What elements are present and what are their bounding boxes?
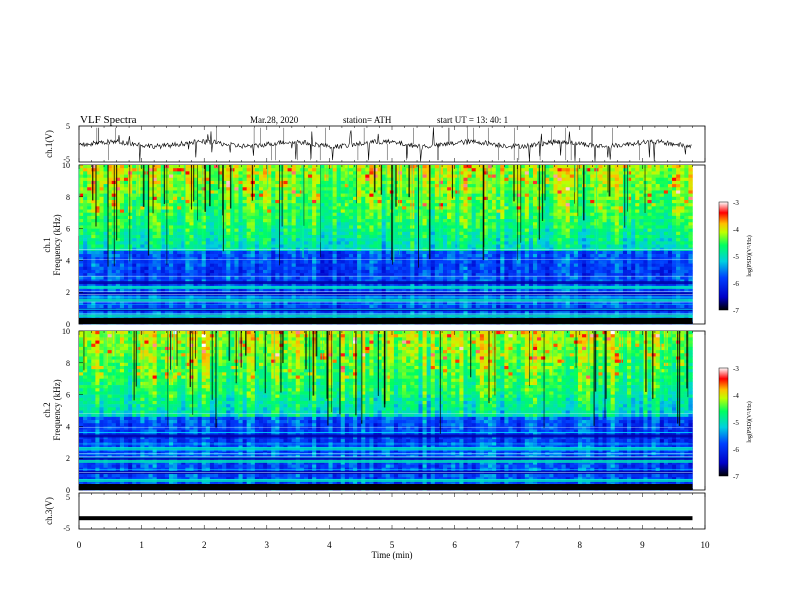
ch3-waveform-line xyxy=(79,516,693,521)
spectral-band-line xyxy=(79,285,693,289)
spectral-band-line xyxy=(79,447,693,451)
ch3-ytick-neg5: -5 xyxy=(63,524,70,533)
date-label: Mar.28, 2020 xyxy=(250,115,299,125)
ch2-ylabel-freq: Frequency (kHz) xyxy=(52,379,62,440)
ch1-waveform-line xyxy=(78,127,692,162)
spectral-band-line xyxy=(79,292,693,296)
ch2-spectrogram-image xyxy=(79,331,693,491)
colorbar-tick--6: -6 xyxy=(733,446,739,454)
ch1-ylabel-ch: ch.1 xyxy=(42,237,52,252)
colorbar-tick--4: -4 xyxy=(733,226,739,234)
y-tick-label-0: 0 xyxy=(66,486,70,495)
spectral-band-line xyxy=(79,298,693,302)
colorbar-tick--5: -5 xyxy=(733,253,739,261)
ch1-colorbar xyxy=(718,201,729,311)
spectral-band-line xyxy=(79,478,693,482)
spectral-band-line xyxy=(79,281,693,285)
station-label: station= ATH xyxy=(343,115,392,125)
y-tick-label-6: 6 xyxy=(66,391,70,400)
y-tick-label-2: 2 xyxy=(66,288,70,297)
colorbar-tick--3: -3 xyxy=(733,365,739,373)
ch3-ylabel: ch.3(V) xyxy=(44,497,54,525)
x-axis: 0 1 2 3 4 5 6 7 8 9 10 xyxy=(77,540,710,550)
y-tick-label-10: 10 xyxy=(62,327,70,336)
x-tick-label-9: 9 xyxy=(640,540,645,550)
y-tick-label-6: 6 xyxy=(66,225,70,234)
colorbar-tick--7: -7 xyxy=(733,473,739,481)
y-tick-label-10: 10 xyxy=(62,161,70,170)
ch1-waveform-frame xyxy=(78,125,706,163)
x-tick-label-10: 10 xyxy=(701,540,711,550)
colorbar-tick--5: -5 xyxy=(733,419,739,427)
figure-title: VLF Spectra xyxy=(80,114,137,126)
x-tick-label-2: 2 xyxy=(202,540,207,550)
y-tick-label-4: 4 xyxy=(66,256,70,265)
ch2-colorbar xyxy=(718,367,729,477)
low-frequency-strip xyxy=(79,318,693,324)
y-tick-label-4: 4 xyxy=(66,422,70,431)
ch1-ylabel-freq: Frequency (kHz) xyxy=(52,214,62,275)
colorbar-tick--6: -6 xyxy=(733,280,739,288)
ch2-colorbar-label: log(PSD)(V²/Hz) xyxy=(746,401,753,442)
ch3-ytick-5: 5 xyxy=(66,493,70,502)
spectral-band-line xyxy=(79,314,693,318)
colorbar-tick--3: -3 xyxy=(733,199,739,207)
ch1-waveform-panel: 5 -5 ch.1(V) xyxy=(44,122,706,164)
ch1-colorbar-label: log(PSD)(V²/Hz) xyxy=(746,235,753,276)
spectral-band-line xyxy=(79,459,693,463)
x-tick-label-8: 8 xyxy=(578,540,583,550)
spectral-band-line xyxy=(79,456,693,460)
low-frequency-strip xyxy=(79,484,693,490)
start-time-label: start UT = 13: 40: 1 xyxy=(437,115,508,125)
x-tick-label-5: 5 xyxy=(390,540,395,550)
x-tick-label-0: 0 xyxy=(77,540,82,550)
x-tick-label-4: 4 xyxy=(327,540,332,550)
y-tick-label-0: 0 xyxy=(66,320,70,329)
ch1-spectrogram-image xyxy=(78,165,693,325)
ch1-ytick-5: 5 xyxy=(66,122,70,131)
y-tick-label-8: 8 xyxy=(66,193,70,202)
spectral-band-line xyxy=(79,434,693,438)
ch2-ylabel-ch: ch.2 xyxy=(42,402,52,417)
y-tick-label-8: 8 xyxy=(66,359,70,368)
colorbar-tick--4: -4 xyxy=(733,392,739,400)
ch1-ylabel: ch.1(V) xyxy=(44,130,54,158)
x-tick-label-3: 3 xyxy=(265,540,270,550)
y-tick-label-2: 2 xyxy=(66,454,70,463)
x-tick-label-7: 7 xyxy=(515,540,520,550)
ch3-waveform-panel: 5 -5 ch.3(V) xyxy=(44,492,706,533)
ch1-ytick-neg5: -5 xyxy=(63,155,70,164)
x-axis-label: Time (min) xyxy=(372,550,413,560)
x-tick-label-1: 1 xyxy=(139,540,144,550)
colorbar-tick--7: -7 xyxy=(733,307,739,315)
x-tick-label-6: 6 xyxy=(452,540,457,550)
ch3-waveform-frame xyxy=(78,492,706,530)
